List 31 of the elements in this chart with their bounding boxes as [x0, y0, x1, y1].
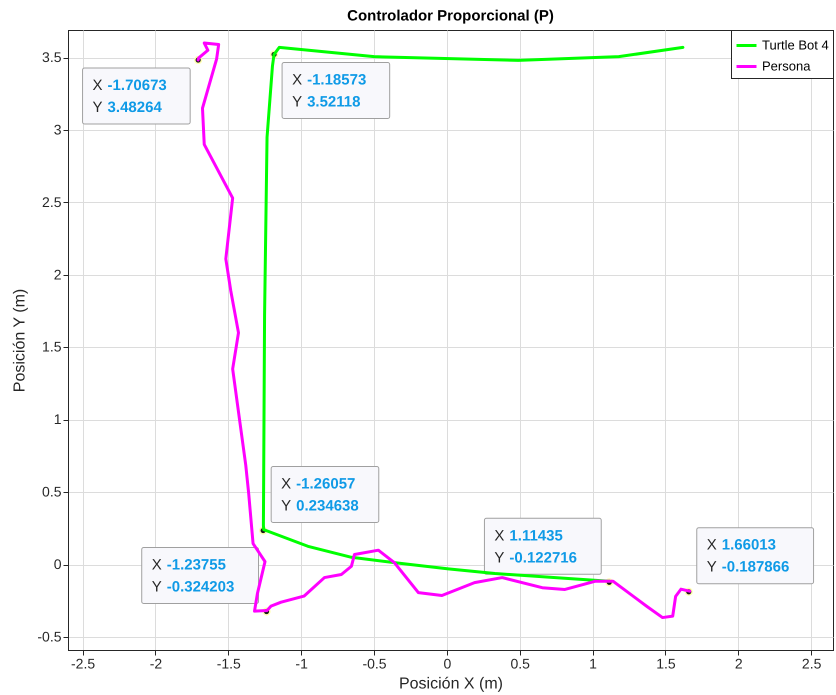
y-tick-label: 3 — [54, 121, 62, 138]
y-tick-label: 3.5 — [42, 49, 62, 66]
annotation: X -1.70673 Y 3.48264 — [92, 77, 167, 116]
y-tick-label: 1 — [54, 411, 62, 428]
x-tick-label: -1.5 — [216, 656, 242, 672]
y-tick-label: 0.5 — [42, 484, 62, 500]
y-tick-label: 2.5 — [42, 194, 62, 210]
y-tick-label: 2 — [54, 266, 62, 282]
x-tick-label: -0.5 — [362, 656, 387, 672]
x-tick-label: 2.5 — [802, 656, 822, 672]
annotation: X 1.11435 Y -0.122716 — [494, 527, 577, 566]
legend-label: Persona — [762, 58, 812, 74]
y-tick-label: 1.5 — [42, 338, 62, 355]
chart-title: Controlador Proporcional (P) — [347, 8, 554, 24]
annotation: X 1.66013 Y -0.187866 — [706, 536, 790, 576]
x-axis-title: Posición X (m) — [398, 676, 504, 692]
annotation: X -1.18573 Y 3.52118 — [292, 71, 366, 110]
x-tick-label: 1.5 — [656, 656, 676, 672]
y-axis-title: Posición Y (m) — [11, 288, 28, 392]
x-tick-label: -2.5 — [71, 656, 96, 672]
x-tick-label: -1 — [295, 656, 308, 672]
annotation: X -1.26057 Y 0.234638 — [281, 476, 359, 515]
y-tick-label: -0.5 — [37, 628, 62, 644]
legend-label: Turtle Bot 4 — [762, 38, 829, 52]
x-tick-label: 2 — [734, 656, 743, 672]
x-tick-label: -2 — [150, 656, 162, 672]
x-tick-label: 1 — [589, 656, 598, 672]
y-tick-label: 0 — [54, 556, 62, 572]
x-tick-label: 0 — [443, 656, 452, 672]
x-tick-label: 0.5 — [510, 656, 530, 672]
annotation: X -1.23755 Y -0.324203 — [152, 556, 234, 596]
